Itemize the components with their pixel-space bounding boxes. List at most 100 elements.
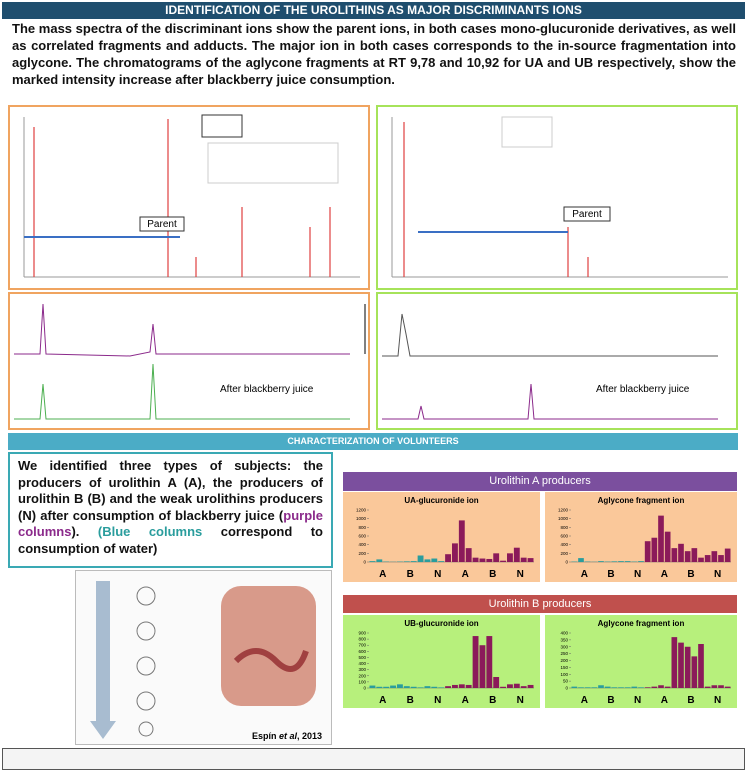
bar xyxy=(397,684,403,688)
parent-label: Parent xyxy=(147,219,177,230)
bar xyxy=(507,684,513,688)
bar xyxy=(514,684,520,688)
chart-title: UA-glucuronide ion xyxy=(404,496,478,505)
bar xyxy=(486,636,492,688)
group-label: B xyxy=(687,695,694,706)
after-label: After blackberry juice xyxy=(596,384,690,395)
bar xyxy=(638,687,644,688)
volunteers-part: (Blue columns xyxy=(98,524,202,539)
y-tick-label: 0 xyxy=(363,686,366,691)
spectrum: Parent xyxy=(10,107,368,288)
group-label: A xyxy=(379,695,386,706)
group-header: Urolithin A producers xyxy=(343,472,737,491)
volunteers-part: ). xyxy=(71,524,97,539)
chart-title: Aglycone fragment ion xyxy=(598,496,685,505)
bar xyxy=(431,559,437,562)
bar xyxy=(459,520,465,562)
group-label: N xyxy=(634,569,641,580)
bar xyxy=(625,687,631,688)
y-tick-label: 800 xyxy=(358,637,366,642)
y-tick-label: 200 xyxy=(358,673,366,678)
y-tick-label: 600 xyxy=(560,534,568,539)
bar xyxy=(425,686,431,688)
bar xyxy=(572,687,578,688)
y-tick-label: 600 xyxy=(358,649,366,654)
group-label: B xyxy=(407,569,414,580)
volunteers-text: We identified three types of subjects: t… xyxy=(8,452,333,568)
y-tick-label: 100 xyxy=(358,679,366,684)
y-tick-label: 100 xyxy=(560,672,568,677)
bar xyxy=(500,687,506,688)
y-tick-label: 200 xyxy=(560,551,568,556)
group-label: N xyxy=(714,695,721,706)
group-label: A xyxy=(462,569,469,580)
credit: Espín et al, 2013 xyxy=(252,731,322,741)
spectrum-panel: Parent xyxy=(8,105,370,290)
y-tick-label: 500 xyxy=(358,655,366,660)
y-tick-label: 200 xyxy=(358,551,366,556)
bar xyxy=(605,687,611,688)
bar xyxy=(725,687,731,688)
bar xyxy=(376,559,382,562)
bar xyxy=(390,686,396,688)
group-label: N xyxy=(634,695,641,706)
y-tick-label: 800 xyxy=(358,525,366,530)
bar xyxy=(383,687,389,688)
group-label: B xyxy=(489,569,496,580)
y-tick-label: 150 xyxy=(560,665,568,670)
bar xyxy=(404,686,410,688)
y-tick-label: 0 xyxy=(565,560,568,565)
section-title: CHARACTERIZATION OF VOLUNTEERS xyxy=(8,433,738,450)
bar xyxy=(370,561,376,562)
bar xyxy=(678,544,684,562)
bar xyxy=(521,558,527,562)
y-tick-label: 50 xyxy=(563,679,569,684)
bar xyxy=(473,636,479,688)
bar xyxy=(578,558,584,562)
bar xyxy=(665,532,671,562)
bar xyxy=(632,687,638,688)
bar xyxy=(725,549,731,562)
bar xyxy=(514,548,520,562)
bar xyxy=(658,685,664,688)
bar xyxy=(370,686,376,688)
bar-chart: Aglycone fragment ion0200400600800100012… xyxy=(545,492,737,582)
bar xyxy=(705,687,711,688)
bar xyxy=(672,637,678,688)
bar xyxy=(718,555,724,562)
y-tick-label: 400 xyxy=(358,542,366,547)
bar xyxy=(685,647,691,688)
group-label: A xyxy=(581,569,588,580)
group-label: N xyxy=(714,569,721,580)
bar xyxy=(578,687,584,688)
chart: UB-glucuronide ion0100200300400500600700… xyxy=(343,615,540,708)
spectrum: Parent xyxy=(378,107,736,288)
bar xyxy=(418,687,424,688)
bar xyxy=(672,548,678,562)
y-tick-label: 250 xyxy=(560,651,568,656)
group-label: B xyxy=(407,695,414,706)
header-title: IDENTIFICATION OF THE UROLITHINS AS MAJO… xyxy=(2,2,745,19)
bar xyxy=(645,687,651,688)
bar xyxy=(712,685,718,688)
credit-text: et al xyxy=(279,731,298,741)
group-label: A xyxy=(581,695,588,706)
y-tick-label: 1200 xyxy=(356,508,367,513)
bar xyxy=(705,555,711,562)
bar-chart: UA-glucuronide ion020040060080010001200A… xyxy=(343,492,540,582)
bar xyxy=(404,561,410,562)
y-tick-label: 300 xyxy=(358,667,366,672)
bar xyxy=(692,548,698,562)
y-tick-label: 900 xyxy=(358,631,366,636)
bar xyxy=(665,687,671,688)
bar xyxy=(445,686,451,688)
y-tick-label: 0 xyxy=(363,560,366,565)
bar xyxy=(625,561,631,562)
bar xyxy=(486,559,492,562)
y-tick-label: 1200 xyxy=(558,508,569,513)
bar xyxy=(452,543,458,562)
bar xyxy=(698,558,704,562)
bar xyxy=(411,687,417,688)
